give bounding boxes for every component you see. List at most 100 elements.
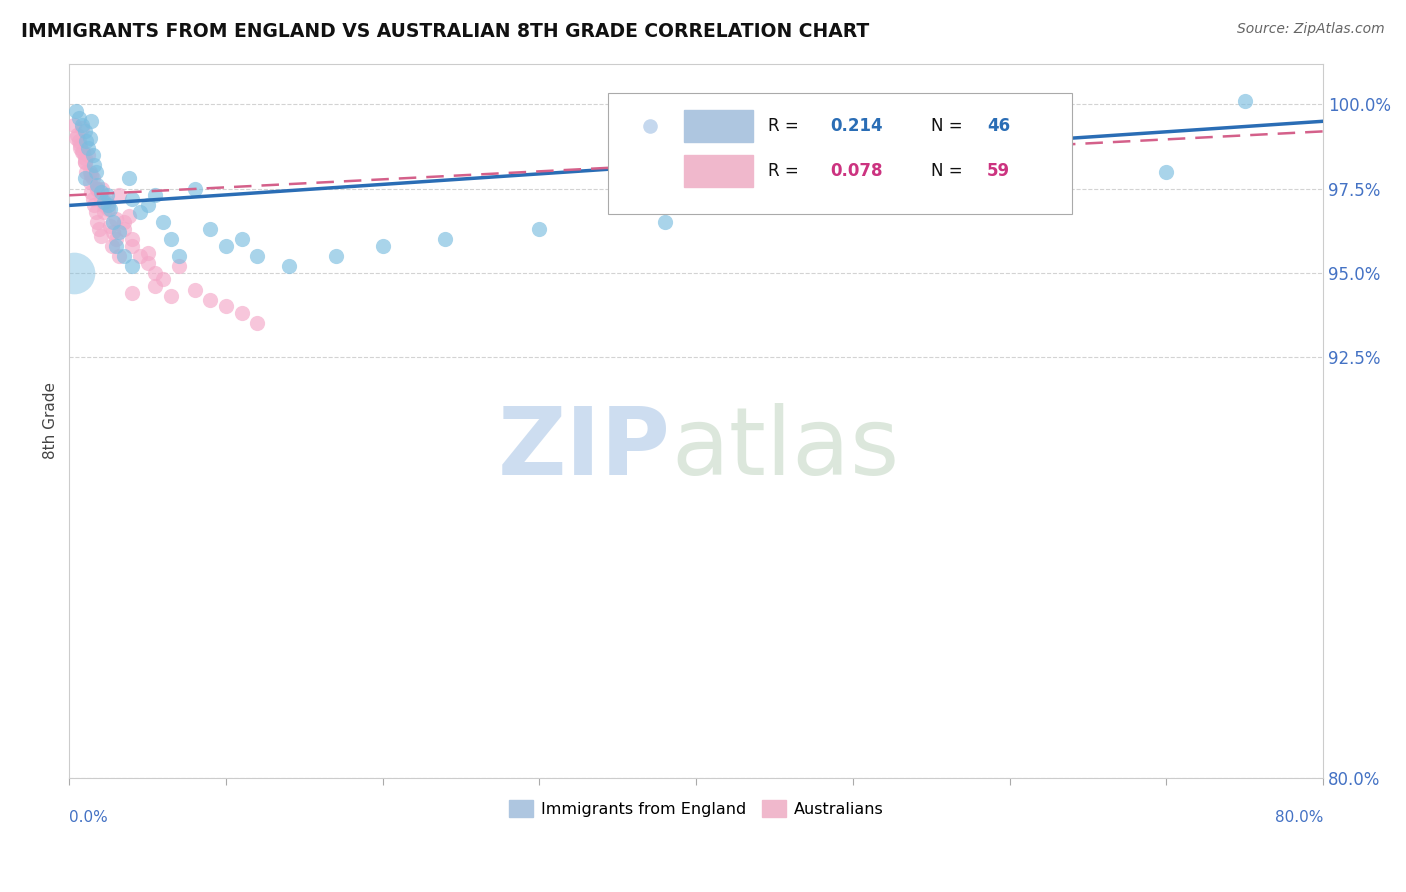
Point — [100, 239, 122, 253]
Text: 80.0%: 80.0% — [1275, 810, 1323, 825]
Point — [93, 195, 115, 210]
Point — [84, 205, 107, 219]
Point — [76, 165, 98, 179]
Point — [76, 135, 98, 149]
Point — [434, 232, 457, 246]
Point — [70, 145, 93, 159]
Point — [96, 188, 118, 202]
Point — [325, 249, 347, 263]
Point — [67, 111, 90, 125]
Point — [121, 232, 143, 246]
Text: Source: ZipAtlas.com: Source: ZipAtlas.com — [1237, 22, 1385, 37]
Point — [105, 239, 128, 253]
Point — [112, 215, 135, 229]
Point — [80, 185, 103, 199]
Point — [73, 171, 96, 186]
Point — [80, 168, 103, 182]
Y-axis label: 8th Grade: 8th Grade — [44, 383, 58, 459]
Point — [79, 175, 101, 189]
Point — [66, 128, 89, 142]
Point — [67, 135, 90, 149]
Point — [101, 225, 124, 239]
Point — [87, 222, 110, 236]
Point — [98, 202, 121, 216]
Point — [97, 198, 120, 212]
Point — [83, 158, 105, 172]
Point — [200, 222, 222, 236]
Point — [65, 104, 87, 119]
FancyBboxPatch shape — [683, 110, 752, 142]
Point — [152, 215, 174, 229]
Point — [145, 266, 167, 280]
Point — [118, 209, 141, 223]
Point — [73, 124, 96, 138]
Text: ZIP: ZIP — [498, 403, 671, 495]
Point — [108, 188, 131, 202]
Text: atlas: atlas — [671, 403, 900, 495]
Point — [128, 205, 150, 219]
Point — [63, 266, 86, 280]
Point — [121, 285, 143, 300]
Point — [654, 215, 676, 229]
FancyBboxPatch shape — [609, 93, 1073, 214]
Text: IMMIGRANTS FROM ENGLAND VS AUSTRALIAN 8TH GRADE CORRELATION CHART: IMMIGRANTS FROM ENGLAND VS AUSTRALIAN 8T… — [21, 22, 869, 41]
Point — [82, 148, 104, 162]
Point — [93, 198, 115, 212]
Point — [215, 239, 238, 253]
Point — [112, 222, 135, 236]
Point — [246, 249, 269, 263]
Point — [73, 154, 96, 169]
Point — [1233, 94, 1256, 108]
Point — [160, 232, 183, 246]
Point — [80, 114, 103, 128]
Point — [82, 192, 104, 206]
Point — [998, 181, 1021, 195]
Point — [70, 121, 93, 136]
Point — [70, 118, 93, 132]
Legend: Immigrants from England, Australians: Immigrants from England, Australians — [502, 794, 890, 823]
Point — [63, 118, 86, 132]
Point — [65, 131, 87, 145]
Text: R =: R = — [768, 162, 804, 180]
Point — [145, 279, 167, 293]
Point — [83, 198, 105, 212]
Point — [277, 259, 299, 273]
Point — [529, 222, 551, 236]
Point — [90, 185, 112, 199]
Point — [90, 228, 112, 243]
Point — [136, 245, 159, 260]
Point — [96, 195, 118, 210]
Point — [167, 259, 190, 273]
Point — [86, 215, 108, 229]
Point — [231, 306, 253, 320]
Point — [121, 192, 143, 206]
Text: 0.214: 0.214 — [831, 117, 883, 135]
Point — [183, 283, 205, 297]
Point — [128, 249, 150, 263]
Point — [118, 171, 141, 186]
Point — [246, 316, 269, 330]
Point — [91, 181, 114, 195]
Text: 0.0%: 0.0% — [69, 810, 108, 825]
Text: 46: 46 — [987, 117, 1011, 135]
Point — [183, 181, 205, 195]
FancyBboxPatch shape — [683, 155, 752, 187]
Point — [215, 299, 238, 313]
Point — [200, 293, 222, 307]
Point — [112, 249, 135, 263]
Point — [77, 141, 100, 155]
Point — [231, 232, 253, 246]
Text: N =: N = — [931, 162, 967, 180]
Point — [105, 211, 128, 226]
Point — [86, 181, 108, 195]
Point — [1156, 165, 1178, 179]
Point — [160, 289, 183, 303]
Text: N =: N = — [931, 117, 967, 135]
Point — [69, 137, 91, 152]
Point — [145, 188, 167, 202]
Point — [842, 198, 865, 212]
Point — [79, 131, 101, 145]
Point — [371, 239, 394, 253]
Point — [73, 154, 96, 169]
Point — [77, 148, 100, 162]
